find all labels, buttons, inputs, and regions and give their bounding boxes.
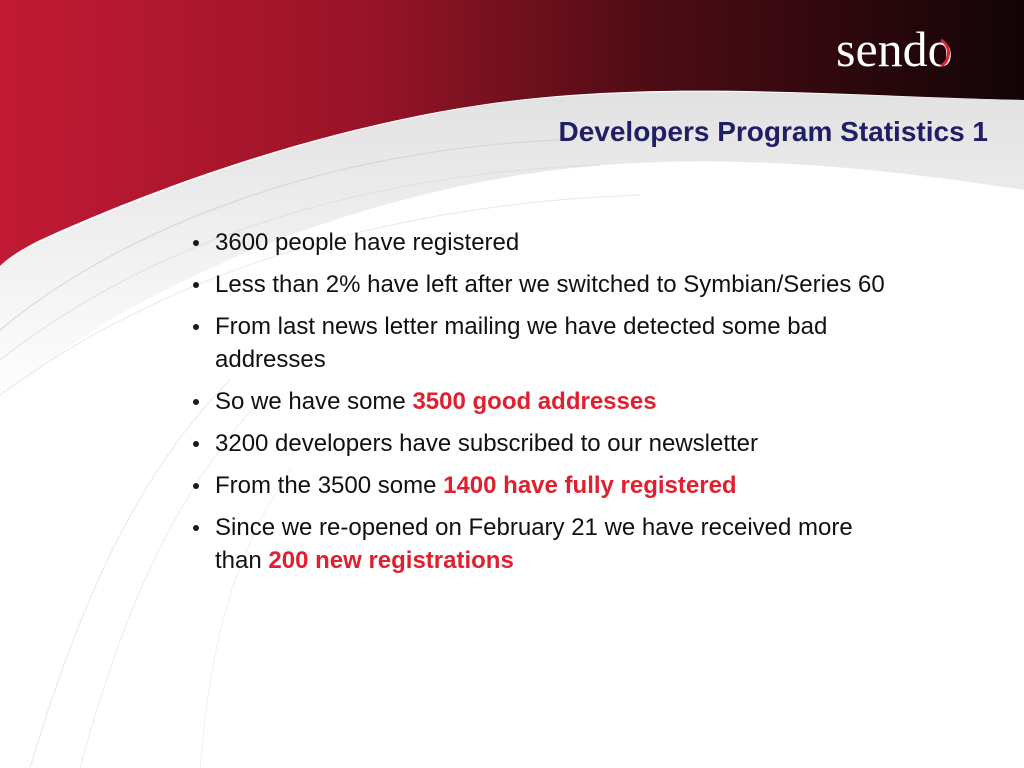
slide-title: Developers Program Statistics 1 bbox=[558, 116, 988, 147]
bullet-item: From the 3500 some 1400 have fully regis… bbox=[186, 469, 906, 502]
bullet-item: So we have some 3500 good addresses bbox=[186, 385, 906, 418]
bullet-item: Since we re-opened on February 21 we hav… bbox=[186, 511, 906, 577]
bullet-text: 3600 people have registered bbox=[215, 229, 520, 256]
bullet-item: 3200 developers have subscribed to our n… bbox=[186, 427, 906, 460]
sendo-logo: sendo bbox=[836, 21, 953, 77]
bullet-dot-icon bbox=[193, 399, 199, 405]
bullet-dot-icon bbox=[193, 282, 199, 288]
bullet-dot-icon bbox=[193, 441, 199, 447]
bullet-text: From last news letter mailing we have de… bbox=[215, 313, 828, 373]
bullet-dot-icon bbox=[193, 240, 199, 246]
bullet-item: Less than 2% have left after we switched… bbox=[186, 268, 906, 301]
bullet-text: 3200 developers have subscribed to our n… bbox=[215, 430, 758, 457]
bullet-text: From the 3500 some bbox=[215, 472, 444, 499]
bullet-item: 3600 people have registered bbox=[186, 226, 906, 259]
bullet-text: So we have some bbox=[215, 388, 413, 415]
bullet-dot-icon bbox=[193, 324, 199, 330]
bullet-highlight: 1400 have fully registered bbox=[443, 472, 737, 499]
bullet-highlight: 200 new registrations bbox=[268, 547, 514, 574]
bullet-item: From last news letter mailing we have de… bbox=[186, 310, 906, 376]
bullet-dot-icon bbox=[193, 525, 199, 531]
bullet-dot-icon bbox=[193, 483, 199, 489]
bullet-text: Since we re-opened on February 21 we hav… bbox=[215, 514, 853, 574]
bullet-list: 3600 people have registered Less than 2%… bbox=[186, 226, 906, 586]
svg-text:sendo: sendo bbox=[836, 21, 953, 77]
bullet-highlight: 3500 good addresses bbox=[412, 388, 657, 415]
bullet-text: Less than 2% have left after we switched… bbox=[215, 271, 885, 298]
